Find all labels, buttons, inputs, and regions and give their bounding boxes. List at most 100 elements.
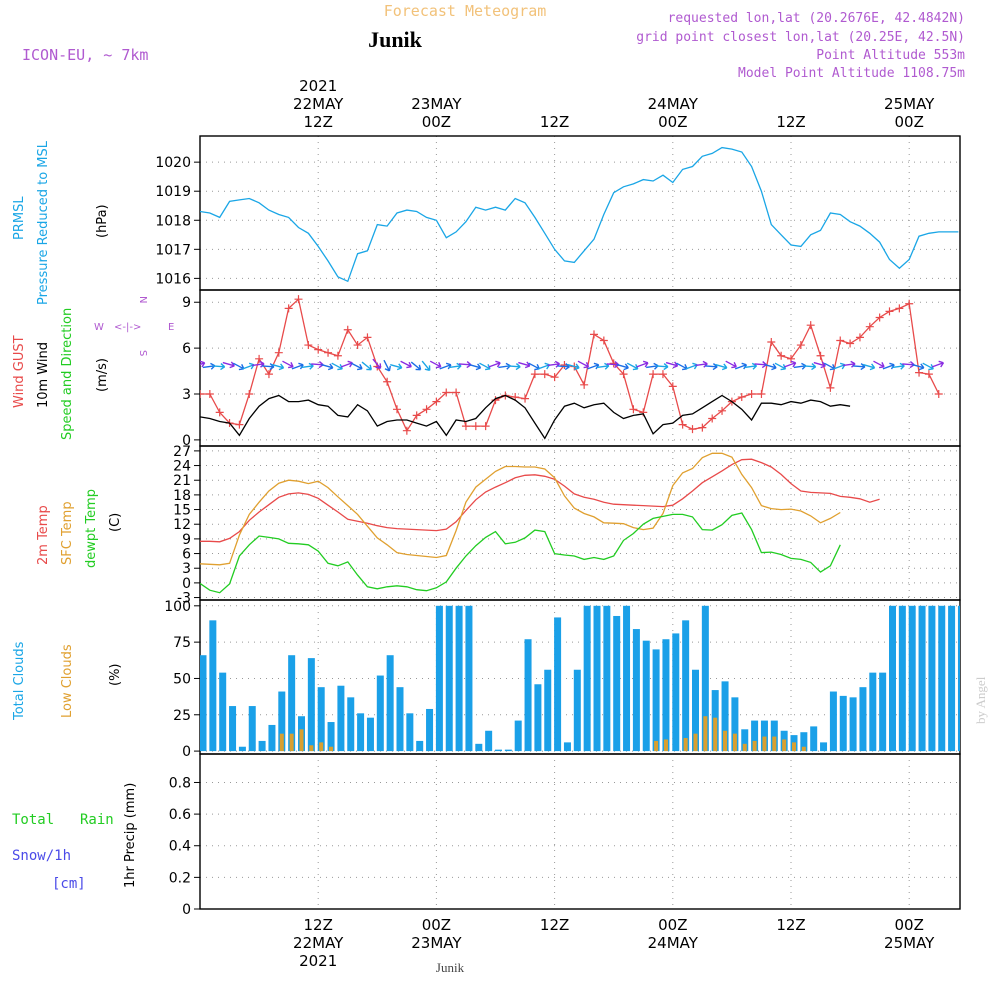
gust-marker xyxy=(304,341,313,350)
bar-total-clouds xyxy=(938,605,946,752)
wind-arrow xyxy=(449,362,462,370)
bottom-time-label: 2021 xyxy=(299,952,337,970)
wind-arrow-shape xyxy=(372,358,382,370)
gust-marker xyxy=(619,370,628,379)
bar-total-clouds xyxy=(593,605,601,752)
wind-arrow-shape xyxy=(862,363,876,371)
gust-marker xyxy=(846,339,855,348)
gust-marker xyxy=(934,390,943,398)
chart-panels: 101610171018101910200369-303691215182124… xyxy=(155,135,961,918)
snow-unit-label: [cm] xyxy=(52,876,86,892)
bar-low-clouds xyxy=(752,740,757,752)
wind-arrow-shape xyxy=(744,362,758,370)
bar-low-clouds xyxy=(289,733,294,752)
bar-total-clouds xyxy=(879,672,887,752)
bar-total-clouds xyxy=(288,655,296,752)
panel-1: 0 3 6 9 xyxy=(182,289,961,449)
y-tick-label: 0.2 xyxy=(169,870,191,886)
bar-total-clouds xyxy=(731,697,739,752)
wind-arrow xyxy=(596,362,610,370)
wind-arrow xyxy=(282,360,294,369)
pressure-msl-label: Pressure Reduced to MSL xyxy=(36,140,51,305)
wind-arrow xyxy=(508,363,521,371)
wind-speed-direction-label: Speed and Direction xyxy=(60,308,75,440)
top-time-label: 00Z xyxy=(658,113,687,131)
bar-low-clouds xyxy=(782,739,787,752)
bar-total-clouds xyxy=(820,742,828,752)
gust-marker xyxy=(668,382,677,391)
wind-arrow xyxy=(383,359,391,372)
snow-label: Snow/1h xyxy=(12,848,71,864)
gust-marker xyxy=(580,380,589,389)
y-tick-label: 75 xyxy=(173,635,191,651)
wind-arrow-shape xyxy=(912,363,925,371)
wind-arrow-shape xyxy=(892,362,905,370)
bar-total-clouds xyxy=(652,649,660,752)
y-tick-label: -3 xyxy=(177,591,191,607)
panel-frame xyxy=(199,445,961,601)
wind-arrow-shape xyxy=(636,360,649,368)
bar-total-clouds xyxy=(366,717,374,752)
wind-arrow xyxy=(813,361,826,369)
wind-arrow-shape xyxy=(695,360,708,368)
top-time-label: 00Z xyxy=(422,113,451,131)
wind-arrow xyxy=(636,360,649,368)
top-time-label: 25MAY xyxy=(884,95,935,113)
gust-marker xyxy=(718,406,727,415)
bar-total-clouds xyxy=(810,726,818,752)
gust-marker xyxy=(383,377,392,386)
bar-total-clouds xyxy=(632,629,640,752)
bar-low-clouds xyxy=(319,742,324,752)
wind-arrow xyxy=(271,363,285,371)
gust-marker xyxy=(777,351,786,360)
bar-total-clouds xyxy=(918,605,926,752)
y-tick-label: 0 xyxy=(182,576,191,592)
gust-marker xyxy=(658,370,667,379)
gust-marker xyxy=(826,383,835,392)
bar-low-clouds xyxy=(713,717,718,752)
gust-marker xyxy=(314,345,323,354)
requested-coords: requested lon,lat (20.2676E, 42.4842N) xyxy=(668,11,965,26)
wind-arrow-shape xyxy=(321,363,334,371)
station-name: Junik xyxy=(368,27,423,52)
gust-marker xyxy=(796,341,805,350)
bar-total-clouds xyxy=(268,724,276,752)
gust-marker xyxy=(649,370,658,379)
wind-arrow-shape xyxy=(655,363,669,371)
wind-arrow xyxy=(843,360,856,368)
wind-arrow xyxy=(862,363,876,371)
wind-arrow-shape xyxy=(616,363,629,371)
series-line-prmsl xyxy=(200,146,959,283)
wind-arrow xyxy=(372,358,382,370)
bar-total-clouds xyxy=(485,730,493,752)
gust-marker xyxy=(432,397,441,406)
gust-marker xyxy=(353,341,362,350)
wind-arrow xyxy=(577,360,590,369)
y-tick-label: 9 xyxy=(182,532,191,548)
bar-low-clouds xyxy=(329,746,334,752)
bar-total-clouds xyxy=(504,749,512,752)
gust-marker xyxy=(747,390,756,398)
wind-arrow-shape xyxy=(567,363,580,371)
top-time-label: 12Z xyxy=(776,113,805,131)
wind-arrow-shape xyxy=(429,360,442,369)
gust-marker xyxy=(678,420,687,429)
y-tick-label: 0 xyxy=(182,902,191,918)
footer-station: Junik xyxy=(436,960,465,975)
compass-arrows: <-|-> xyxy=(114,322,141,333)
gust-marker xyxy=(757,390,766,398)
y-tick-label: 9 xyxy=(182,295,191,311)
bar-total-clouds xyxy=(573,669,581,752)
bar-low-clouds xyxy=(762,736,767,752)
wind-arrow xyxy=(212,363,226,371)
bar-total-clouds xyxy=(435,605,443,752)
y-tick-label: 1017 xyxy=(155,242,191,258)
bar-total-clouds xyxy=(258,740,266,752)
bar-total-clouds xyxy=(701,605,709,752)
wind-arrow-shape xyxy=(421,360,431,372)
compass-south: S xyxy=(137,350,148,356)
y-tick-label: 1019 xyxy=(155,184,191,200)
gust-marker xyxy=(895,304,904,313)
